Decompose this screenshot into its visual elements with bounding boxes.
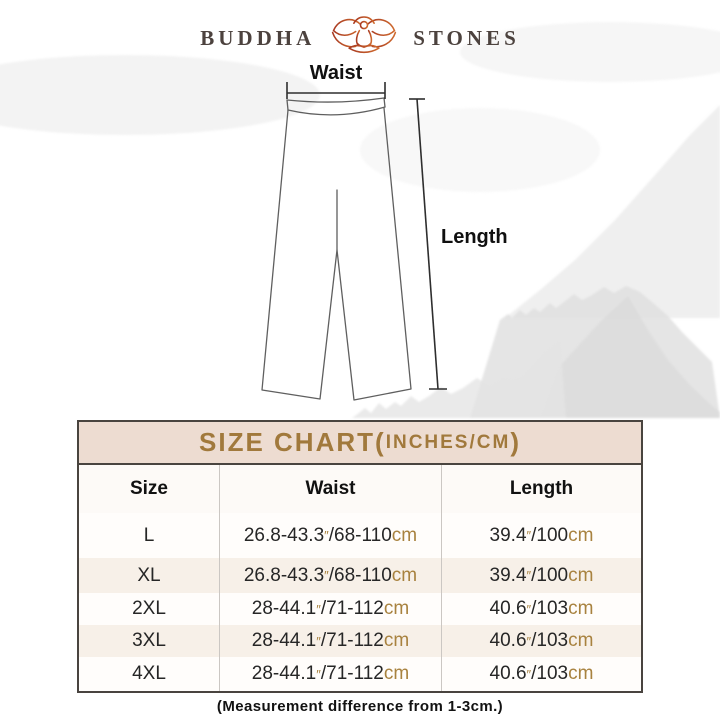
measurement-cell: 28-44.1 ″/71-112 cm	[219, 657, 441, 691]
brand-logo: BUDDHA STONES	[0, 12, 720, 64]
brand-word-left: BUDDHA	[200, 25, 316, 50]
table-row: 2XL 28-44.1 ″/71-112 cm 40.6 ″/103 cm	[79, 593, 641, 625]
measurement-cell: 40.6 ″/103 cm	[441, 593, 641, 625]
size-chart-body: L 26.8-43.3 ″/68-110 cm 39.4 ″/100 cm XL 26.8-43…	[79, 513, 641, 691]
measurement-cell: 40.6 ″/103 cm	[441, 657, 641, 691]
measurement-cell: 28-44.1 ″/71-112 cm	[219, 625, 441, 657]
table-row: 3XL 28-44.1 ″/71-112 cm 40.6 ″/103 cm	[79, 625, 641, 657]
brand-word-right: STONES	[413, 25, 520, 50]
size-chart-title-segment: INCHES/CM	[385, 431, 511, 453]
waist-label: Waist	[310, 62, 363, 84]
table-row: 4XL 28-44.1 ″/71-112 cm 40.6 ″/103 cm	[79, 657, 641, 691]
size-cell: 3XL	[132, 630, 166, 651]
size-cell: 4XL	[132, 663, 166, 684]
pants-outline	[261, 97, 412, 401]
size-cell: XL	[137, 564, 161, 586]
measurement-cell: 39.4 ″/100 cm	[441, 558, 641, 593]
column-header: Waist	[219, 465, 441, 513]
size-chart-title-segment: SIZE CHART(	[199, 427, 386, 457]
table-row: XL 26.8-43.3 ″/68-110 cm 39.4 ″/100 cm	[79, 558, 641, 593]
column-header: Length	[441, 465, 641, 513]
size-cell: 2XL	[132, 598, 166, 619]
size-chart-title: SIZE CHART(INCHES/CM)	[79, 422, 641, 465]
size-chart-header-row: Size Waist Length	[79, 465, 641, 513]
measurement-cell: 28-44.1 ″/71-112 cm	[219, 593, 441, 625]
measurement-cell: 26.8-43.3 ″/68-110 cm	[219, 558, 441, 593]
size-cell: L	[143, 524, 155, 546]
size-chart-title-segment: )	[510, 427, 521, 457]
measurement-cell: 40.6 ″/103 cm	[441, 625, 641, 657]
measurement-cell: 39.4 ″/100 cm	[441, 513, 641, 558]
measurement-cell: 26.8-43.3 ″/68-110 cm	[219, 513, 441, 558]
ink-wash-mountains	[0, 22, 720, 418]
length-measure-line	[409, 98, 447, 390]
lotus-meditation-icon	[332, 16, 397, 54]
size-chart-table: SIZE CHART(INCHES/CM) Size Waist Length L 2…	[77, 420, 643, 693]
measurement-note: (Measurement difference from 1-3cm.)	[216, 698, 504, 715]
table-row: L 26.8-43.3 ″/68-110 cm 39.4 ″/100 cm	[79, 513, 641, 558]
waist-measure-line	[286, 82, 386, 99]
length-label: Length	[441, 226, 508, 248]
column-header: Size	[129, 478, 169, 499]
